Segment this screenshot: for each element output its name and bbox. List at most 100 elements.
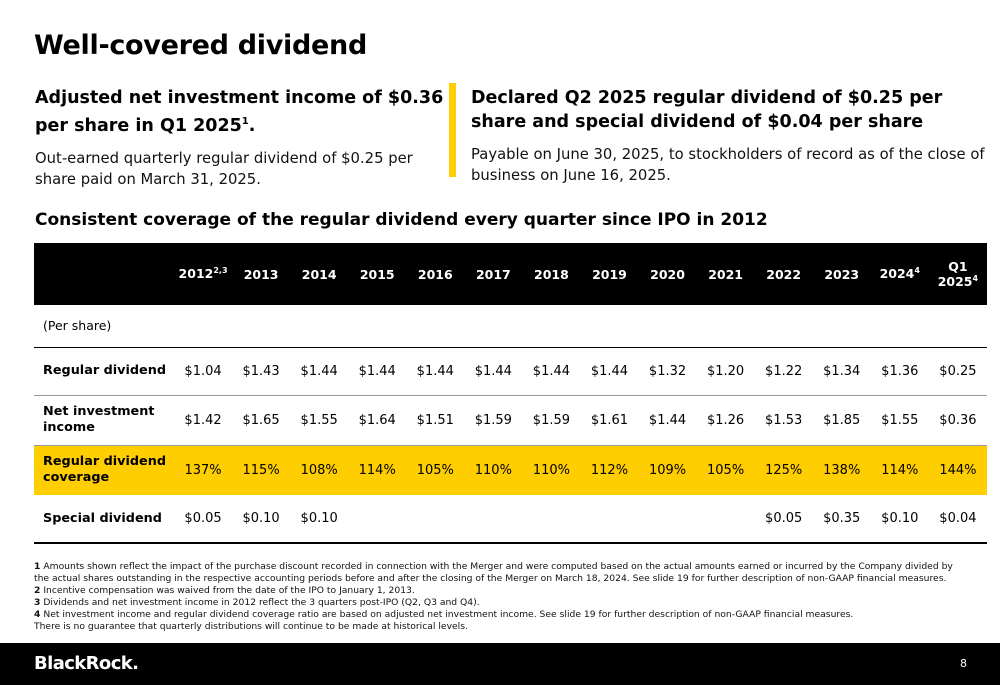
table-cell: $1.44 [406,347,465,396]
table-cell: $0.04 [928,495,987,544]
table-cell: 125% [754,445,813,495]
table-cell [406,495,465,544]
table-cell: $1.36 [870,347,929,396]
table-cell: $1.44 [290,347,349,396]
declaration-body: Payable on June 30, 2025, to stockholder… [471,146,985,184]
table-cell: $0.36 [928,395,987,446]
table-cell: $1.59 [464,395,523,446]
table-cell: $1.04 [174,347,233,396]
column-header: 2023 [812,243,871,305]
regular-dividend-row: Regular dividend $1.04 $1.43 $1.44 $1.44 $1.4… [34,347,987,396]
table-cell: 144% [928,445,987,495]
table-cell [638,495,697,544]
table-cell: 109% [638,445,697,495]
table-cell: $1.51 [406,395,465,446]
footnotes: 1 Amounts shown reflect the impact of th… [34,561,964,633]
table-cell: $1.64 [348,395,407,446]
table-cell: $1.44 [580,347,639,396]
table-cell: $1.22 [754,347,813,396]
footnote: 2 Incentive compensation was waived from… [34,585,415,596]
table-cell: 108% [290,445,349,495]
column-header: 2014 [290,243,349,305]
nii-summary: Adjusted net investment income of $0.36 … [35,86,445,190]
column-header: 2013 [232,243,291,305]
table-cell: $0.35 [812,495,871,544]
table-cell: $1.85 [812,395,871,446]
table-cell: 105% [696,445,755,495]
table-cell: $1.34 [812,347,871,396]
column-header: 2019 [580,243,639,305]
disclaimer: There is no guarantee that quarterly dis… [34,621,468,632]
table-header-row: 20122,3 2013 2014 2015 2016 2017 2018 2019 2020 2… [34,243,987,305]
table-cell [522,495,581,544]
table-cell [696,495,755,544]
table-cell: 110% [522,445,581,495]
table-cell: $1.42 [174,395,233,446]
accent-divider [449,83,456,177]
table-cell: $1.55 [870,395,929,446]
table-cell: $1.44 [348,347,407,396]
per-share-label: (Per share) [34,305,987,348]
table-cell [580,495,639,544]
footnote: 4 Net investment income and regular divi… [34,609,854,620]
table-cell: $1.55 [290,395,349,446]
column-header: 2017 [464,243,523,305]
declaration-heading: Declared Q2 2025 regular dividend of $0.… [471,88,943,132]
page-number: 8 [960,657,967,670]
per-share-row: (Per share) [34,305,987,348]
column-header: 2018 [522,243,581,305]
footnote: 1 Amounts shown reflect the impact of th… [34,561,953,584]
table-cell: $0.10 [290,495,349,544]
header-blank [34,243,174,305]
dividend-coverage-table: 20122,3 2013 2014 2015 2016 2017 2018 2019 2020 2… [34,243,987,544]
table-cell: 138% [812,445,871,495]
column-header: 2022 [754,243,813,305]
table-heading: Consistent coverage of the regular divid… [35,210,768,230]
table-cell: 114% [348,445,407,495]
nii-body: Out-earned quarterly regular dividend of… [35,149,413,188]
nii-heading: Adjusted net investment income of $0.36 … [35,88,444,136]
table-cell: $1.44 [638,395,697,446]
table-cell: $0.05 [174,495,233,544]
table-cell: $0.10 [232,495,291,544]
row-label: Regular dividend coverage [34,445,174,495]
table-cell: $1.65 [232,395,291,446]
table-cell: $1.20 [696,347,755,396]
table-cell [464,495,523,544]
table-cell: 112% [580,445,639,495]
coverage-row: Regular dividend coverage 137% 115% 108% 114… [34,445,987,495]
column-header: 20244 [870,243,929,305]
row-label: Regular dividend [34,347,174,396]
table-cell: $1.53 [754,395,813,446]
table-cell: $1.59 [522,395,581,446]
table-cell: 114% [870,445,929,495]
net-investment-income-row: Net investment income $1.42 $1.65 $1.55 $1.6… [34,395,987,446]
column-header: 2020 [638,243,697,305]
table-cell: $1.44 [464,347,523,396]
table-cell: 115% [232,445,291,495]
table-cell [348,495,407,544]
column-header: 20122,3 [174,243,233,305]
table-cell: $1.32 [638,347,697,396]
table-cell: $0.05 [754,495,813,544]
column-header: 2021 [696,243,755,305]
blackrock-logo: BlackRock. [34,653,139,674]
table-cell: 110% [464,445,523,495]
dividend-declaration: Declared Q2 2025 regular dividend of $0.… [471,86,991,186]
column-header: Q1 20254 [928,243,987,305]
footnote: 3 Dividends and net investment income in… [34,597,480,608]
table-cell: 137% [174,445,233,495]
column-header: 2016 [406,243,465,305]
row-label: Net investment income [34,395,174,446]
table-cell: $1.44 [522,347,581,396]
table-cell: $1.43 [232,347,291,396]
table-cell: $0.25 [928,347,987,396]
table-cell: $0.10 [870,495,929,544]
page-title: Well-covered dividend [34,30,367,61]
row-label: Special dividend [34,495,174,544]
column-header: 2015 [348,243,407,305]
table-cell: $1.26 [696,395,755,446]
table-cell: $1.61 [580,395,639,446]
footer-bar: BlackRock. 8 [0,643,1000,685]
table-cell: 105% [406,445,465,495]
